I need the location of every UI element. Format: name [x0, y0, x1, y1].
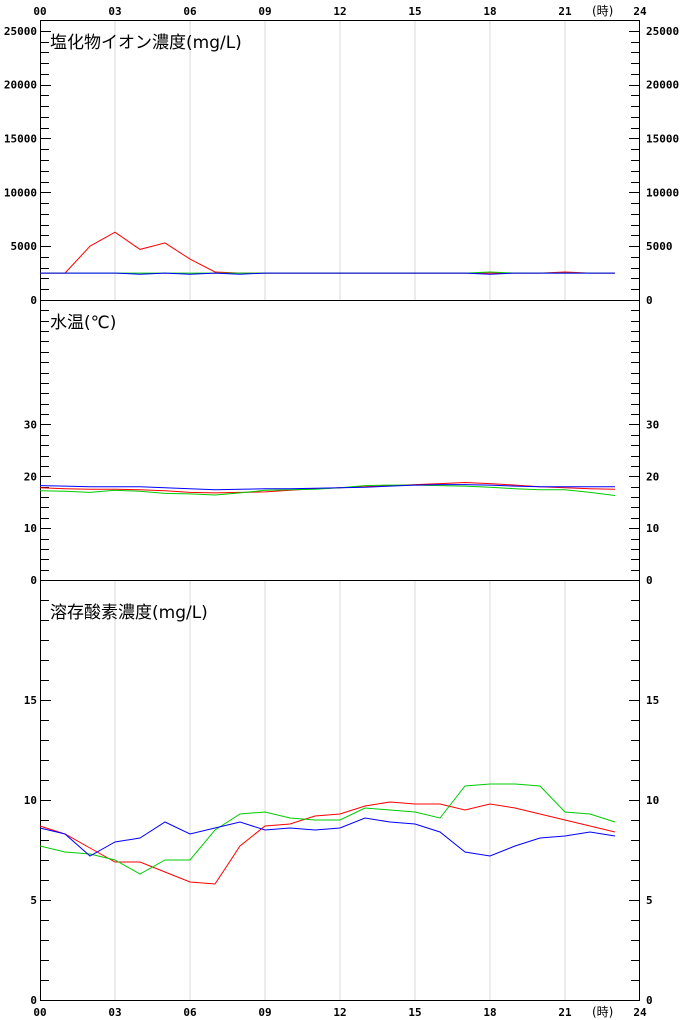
y-tick-label-left: 10000	[4, 186, 37, 199]
panel-frame	[40, 300, 640, 581]
y-tick-label-left: 30	[24, 418, 37, 431]
chloride-panel-title: 塩化物イオン濃度(mg/L)	[50, 33, 242, 53]
y-tick-label-left: 0	[30, 574, 37, 587]
panel-frame	[40, 580, 640, 1001]
x-tick-label-bottom: 15	[408, 1006, 421, 1019]
y-tick-label-right: 0	[646, 294, 653, 307]
y-tick-label-left: 10	[24, 522, 37, 535]
y-tick-label-right: 15000	[646, 132, 679, 145]
y-tick-label-left: 5	[30, 894, 37, 907]
y-tick-label-right: 5	[646, 894, 653, 907]
y-tick-label-left: 10	[24, 794, 37, 807]
y-tick-label-right: 0	[646, 994, 653, 1007]
y-tick-label-right: 30	[646, 418, 659, 431]
y-tick-label-right: 15	[646, 694, 659, 707]
series-line	[40, 272, 615, 275]
y-tick-label-right: 20	[646, 470, 659, 483]
series-line	[39, 801, 616, 885]
x-tick-label-top: 21	[558, 5, 572, 18]
x-tick-label-bottom: 21	[558, 1006, 572, 1019]
y-tick-label-left: 0	[30, 294, 37, 307]
y-tick-label-right: 20000	[646, 79, 679, 92]
x-tick-label-top: 18	[483, 5, 496, 18]
water-temp-panel-title: 水温(℃)	[50, 313, 116, 333]
y-tick-label-left: 20	[24, 470, 37, 483]
y-tick-label-right: 5000	[646, 240, 673, 253]
x-tick-label-top: 06	[183, 5, 197, 18]
series-line	[39, 484, 616, 496]
y-tick-label-right: 25000	[646, 25, 679, 38]
x-axis-unit-label-top: (時)	[592, 4, 613, 18]
y-tick-label-left: 25000	[4, 25, 37, 38]
x-tick-label-top: 12	[333, 5, 346, 18]
x-tick-label-bottom: 03	[108, 1006, 121, 1019]
x-tick-label-bottom: 18	[483, 1006, 496, 1019]
series-line	[39, 484, 615, 491]
x-tick-label-bottom: 09	[258, 1006, 271, 1019]
y-tick-label-left: 5000	[11, 240, 38, 253]
x-tick-label-top: 03	[108, 5, 121, 18]
y-tick-label-right: 10000	[646, 186, 679, 199]
y-tick-label-right: 0	[646, 574, 653, 587]
grid-lines-layer	[114, 20, 566, 1000]
y-tick-label-left: 15000	[4, 132, 37, 145]
x-tick-label-top: 24	[633, 5, 647, 18]
x-tick-label-bottom: 24	[633, 1006, 647, 1019]
series-lines-layer	[39, 231, 616, 885]
tick-marks-layer	[40, 31, 640, 981]
y-tick-label-right: 10	[646, 522, 659, 535]
series-line	[39, 783, 616, 875]
x-tick-label-bottom: 12	[333, 1006, 346, 1019]
y-tick-label-left: 0	[30, 994, 37, 1007]
x-axis-unit-label-bottom: (時)	[592, 1005, 613, 1019]
series-line	[39, 817, 616, 857]
x-tick-label-top: 00	[33, 5, 46, 18]
y-tick-label-left: 20000	[4, 79, 37, 92]
x-tick-label-bottom: 06	[183, 1006, 197, 1019]
x-tick-label-top: 15	[408, 5, 421, 18]
x-tick-label-bottom: 00	[33, 1006, 46, 1019]
x-tick-label-top: 09	[258, 5, 271, 18]
dissolved-oxygen-panel-title: 溶存酸素濃度(mg/L)	[50, 603, 208, 623]
y-tick-label-left: 15	[24, 694, 37, 707]
series-line	[40, 231, 615, 274]
y-tick-label-right: 10	[646, 794, 659, 807]
